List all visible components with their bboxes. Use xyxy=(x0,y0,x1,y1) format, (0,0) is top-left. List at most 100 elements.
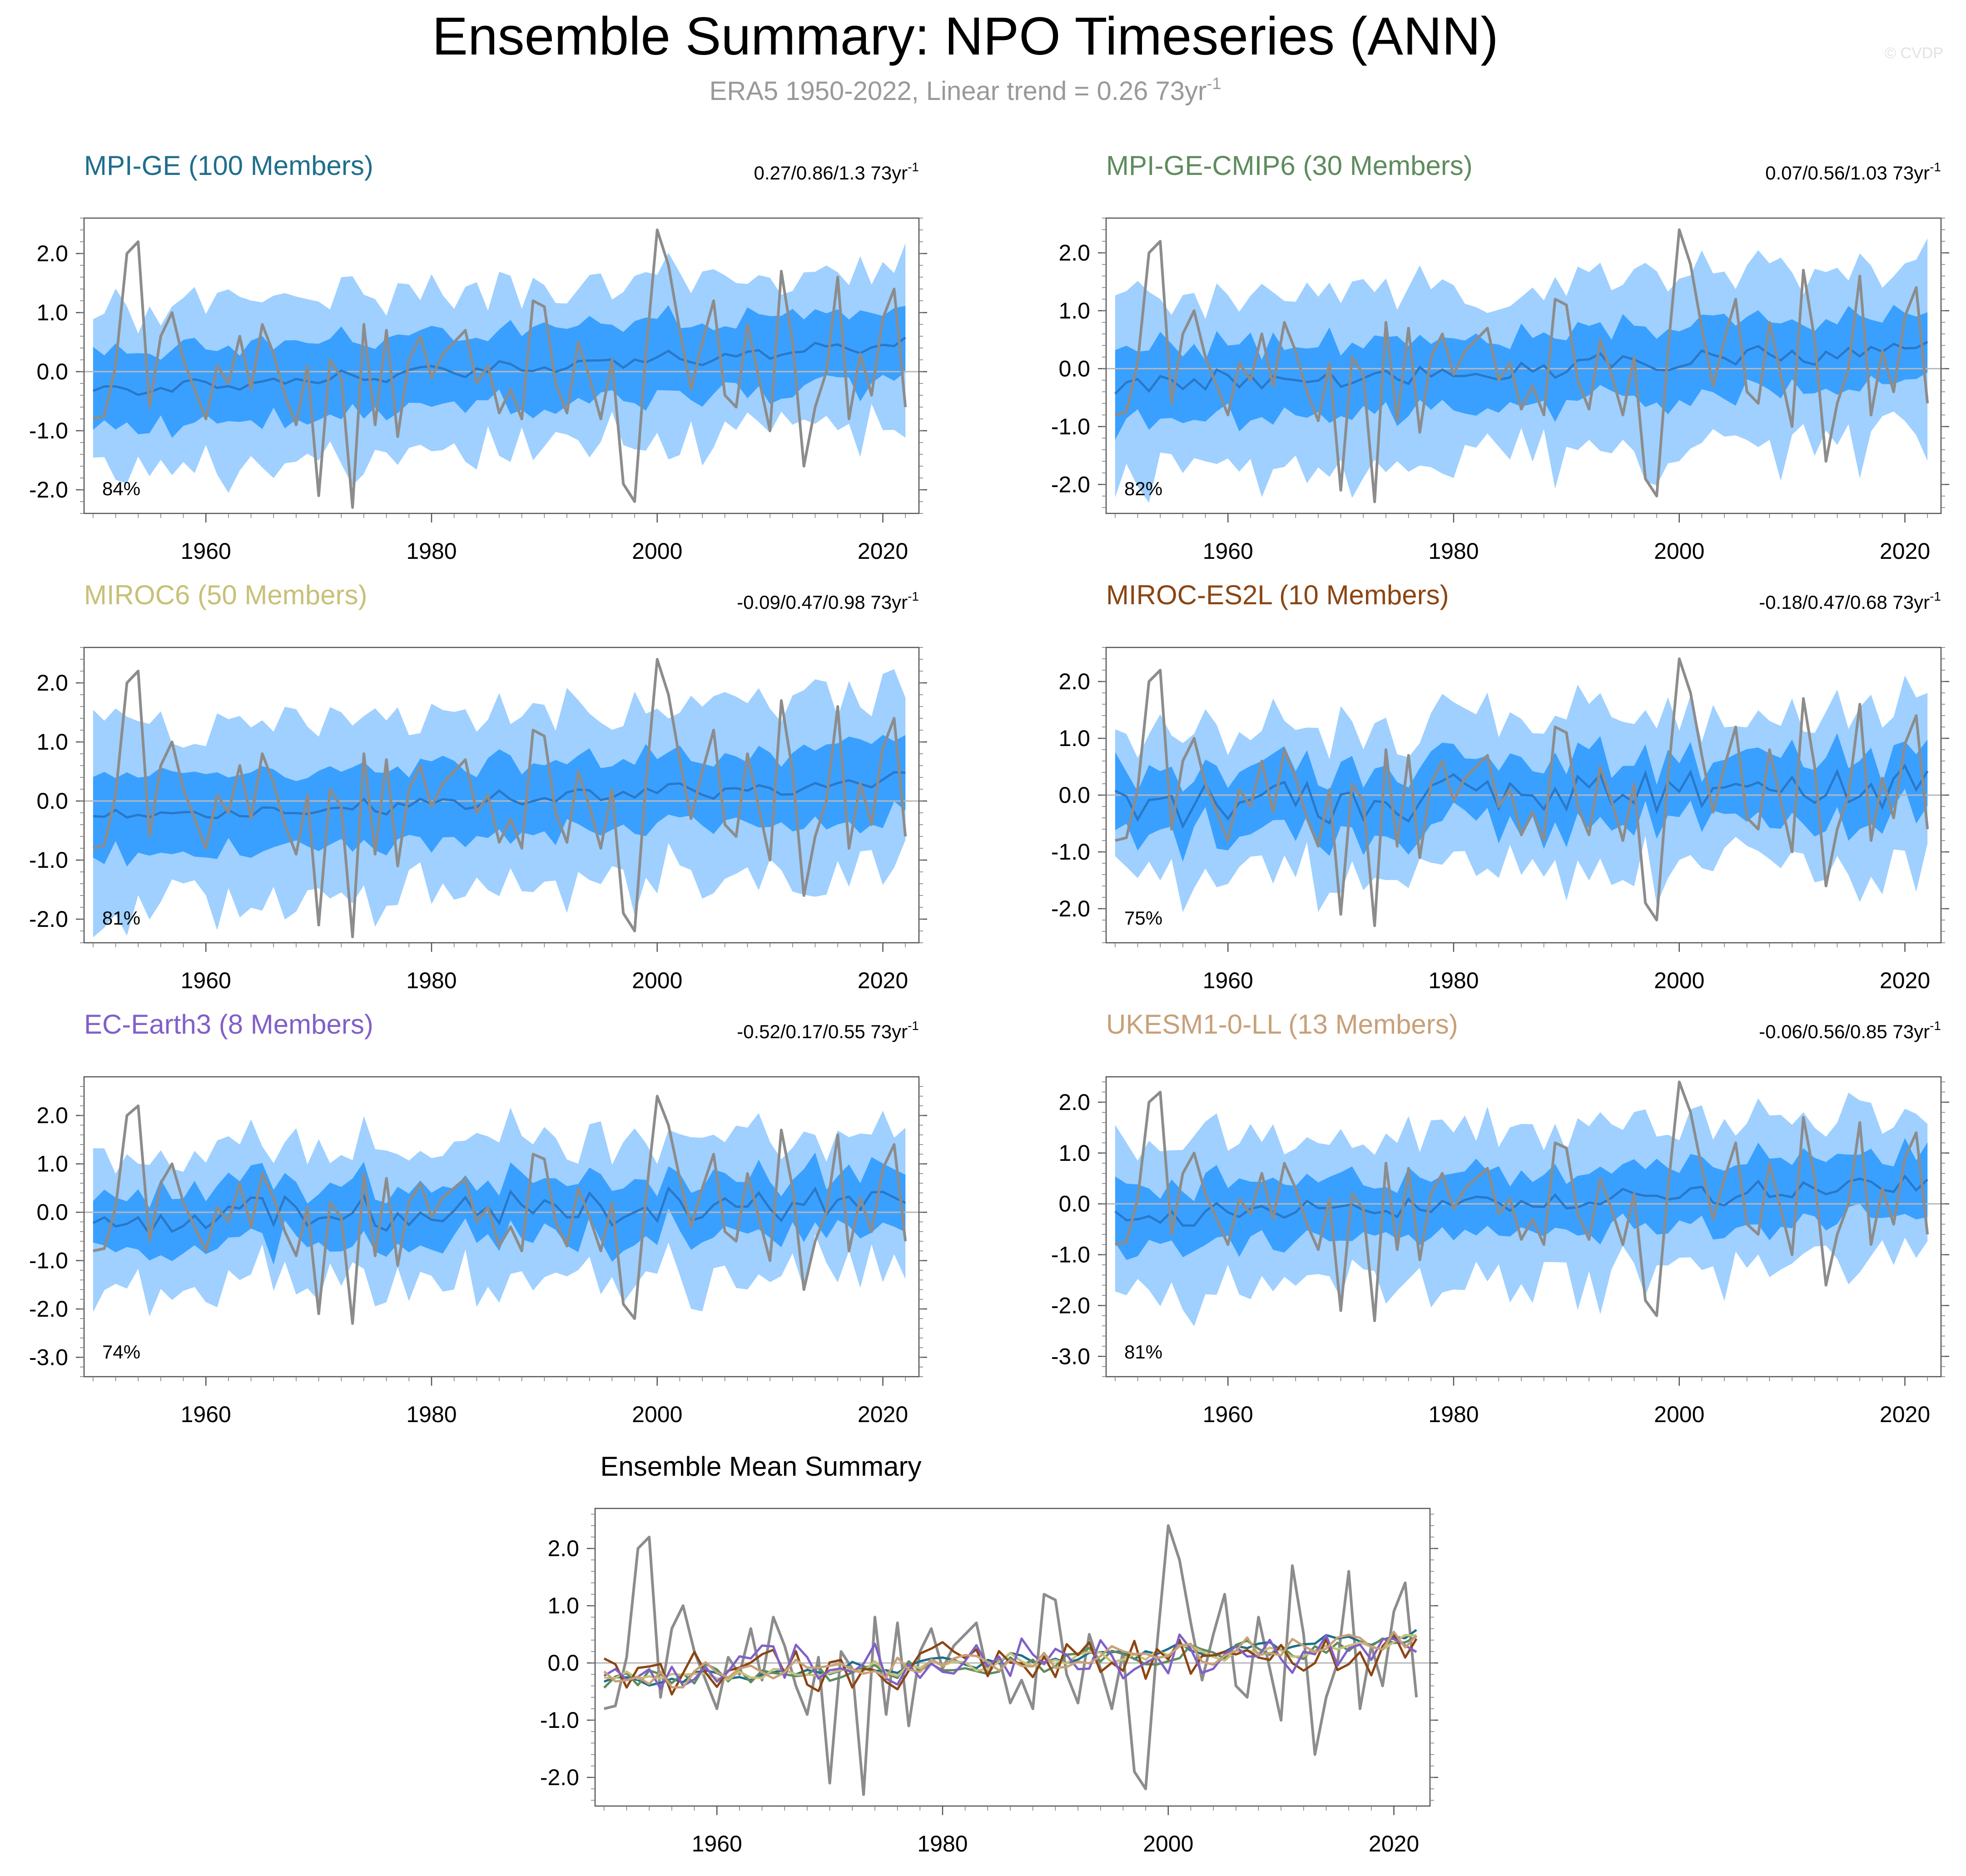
y-tick-label: 2.0 xyxy=(547,1536,579,1561)
x-tick-label: 2020 xyxy=(1880,538,1930,564)
panel-3: 2.0 1.0 0.0 -1.0 -2.0 1960 1980 2000 2020 MIROC-E… xyxy=(1051,580,1949,993)
trend-text: -0.06/0.56/0.85 73yr xyxy=(1759,1021,1930,1042)
y-tick-label: 1.0 xyxy=(36,729,68,755)
trend-superscript: -1 xyxy=(1930,160,1941,174)
y-tick-label: 0.0 xyxy=(36,788,68,814)
panel-5: 2.0 1.0 0.0 -1.0 -2.0 -3.0 1960 1980 2000 2020 UKE… xyxy=(1051,1009,1949,1427)
plot-area xyxy=(1106,228,1941,503)
figure-subtitle: ERA5 1950-2022, Linear trend = 0.26 73yr… xyxy=(710,74,1221,106)
y-tick-label: -1.0 xyxy=(1051,839,1090,865)
x-tick-label: 2000 xyxy=(1654,1402,1704,1427)
observed-era5-line xyxy=(604,1524,1418,1796)
panel-frame xyxy=(83,647,920,944)
observed-era5-line xyxy=(93,1095,907,1325)
panel-0: 2.0 1.0 0.0 -1.0 -2.0 1960 1980 2000 2020 MPI-GE … xyxy=(29,150,927,564)
y-tick-label: 2.0 xyxy=(36,241,68,266)
x-tick-label: 1980 xyxy=(1428,968,1479,993)
x-tick-label: 1980 xyxy=(917,1831,968,1856)
ensemble-mean-line xyxy=(92,336,906,396)
x-tick-label: 1980 xyxy=(1428,538,1479,564)
x-tick-label: 2020 xyxy=(1880,1402,1930,1427)
trend-superscript: -1 xyxy=(908,160,919,174)
x-tick-label: 2020 xyxy=(1369,1831,1419,1856)
y-tick-label: 2.0 xyxy=(36,1103,68,1128)
panel-trend-values: -0.18/0.47/0.68 73yr-1 xyxy=(1759,589,1941,613)
panel-percent-label: 82% xyxy=(1124,478,1162,499)
trend-text: -0.09/0.47/0.98 73yr xyxy=(737,592,908,613)
x-tick-label: 2000 xyxy=(632,538,682,564)
observed-era5-line xyxy=(1115,657,1929,927)
x-tick-label: 1980 xyxy=(406,538,457,564)
y-tick-label: 2.0 xyxy=(36,670,68,696)
x-tick-label: 1980 xyxy=(406,1402,457,1427)
plot-area xyxy=(84,229,919,509)
inner-spread-band xyxy=(1115,1138,1928,1260)
panel-1: 2.0 1.0 0.0 -1.0 -2.0 1960 1980 2000 2020 MPI-GE-… xyxy=(1051,150,1949,564)
panel-grid: 2.0 1.0 0.0 -1.0 -2.0 1960 1980 2000 2020 MPI-GE … xyxy=(29,150,1949,1427)
panel-title: MPI-GE-CMIP6 (30 Members) xyxy=(1106,150,1473,181)
x-tick-label: 2000 xyxy=(632,1402,682,1427)
y-tick-label: -2.0 xyxy=(1051,1293,1090,1318)
x-tick-label: 2000 xyxy=(1654,538,1704,564)
panel-4: 2.0 1.0 0.0 -1.0 -2.0 -3.0 1960 1980 2000 2020 EC-… xyxy=(29,1009,927,1427)
panel-trend-values: 0.27/0.86/1.3 73yr-1 xyxy=(754,160,919,184)
y-tick-label: 0.0 xyxy=(547,1650,579,1676)
panel-trend-values: -0.09/0.47/0.98 73yr-1 xyxy=(737,589,919,613)
ensemble-mean-line-6 xyxy=(603,1631,1418,1689)
x-tick-label: 2020 xyxy=(858,538,908,564)
y-tick-label: -1.0 xyxy=(540,1707,579,1733)
y-tick-label: 2.0 xyxy=(1058,1090,1090,1115)
panel-percent-label: 74% xyxy=(102,1341,140,1363)
panel-percent-label: 84% xyxy=(102,478,140,499)
panel-trend-values: -0.06/0.56/0.85 73yr-1 xyxy=(1759,1019,1941,1042)
panel-frame xyxy=(83,217,920,514)
y-tick-label: -1.0 xyxy=(29,418,68,443)
x-tick-label: 2000 xyxy=(1654,968,1704,993)
observed-era5-line xyxy=(1115,228,1929,503)
y-tick-label: -2.0 xyxy=(29,477,68,503)
x-tick-label: 1960 xyxy=(181,1402,231,1427)
x-tick-label: 1960 xyxy=(1203,538,1253,564)
panel-percent-label: 75% xyxy=(1124,907,1162,929)
panel-frame xyxy=(594,1508,1431,1807)
y-tick-label: -1.0 xyxy=(29,847,68,873)
panel-title: UKESM1-0-LL (13 Members) xyxy=(1106,1009,1458,1040)
y-tick-label: 1.0 xyxy=(36,1151,68,1177)
ensemble-mean-line-3 xyxy=(604,1634,1417,1681)
y-tick-label: -1.0 xyxy=(29,1248,68,1274)
summary-title: Ensemble Mean Summary xyxy=(601,1451,922,1482)
panel-frame xyxy=(1105,1076,1942,1378)
x-tick-label: 1980 xyxy=(406,968,457,993)
y-tick-label: -3.0 xyxy=(29,1344,68,1370)
ensemble-mean-line xyxy=(1114,1174,1928,1227)
trend-superscript: -1 xyxy=(908,1019,919,1033)
y-tick-label: 1.0 xyxy=(1058,1140,1090,1166)
y-tick-label: -2.0 xyxy=(1051,896,1090,921)
observed-era5-line xyxy=(93,229,907,509)
panel-title: MIROC6 (50 Members) xyxy=(84,580,367,610)
y-tick-label: 0.0 xyxy=(1058,782,1090,808)
panel-summary: 2.0 1.0 0.0 -1.0 -2.0 1960 1980 2000 2020 Ensembl… xyxy=(540,1451,1438,1856)
y-tick-label: -2.0 xyxy=(29,906,68,932)
trend-text: -0.18/0.47/0.68 73yr xyxy=(1759,592,1930,613)
x-tick-label: 1960 xyxy=(1203,1402,1253,1427)
ensemble-mean-line-5 xyxy=(603,1633,1417,1690)
x-tick-label: 2020 xyxy=(1880,968,1930,993)
y-tick-label: 0.0 xyxy=(1058,1191,1090,1217)
y-tick-label: -2.0 xyxy=(29,1296,68,1322)
y-tick-label: -2.0 xyxy=(540,1765,579,1790)
x-tick-label: 1960 xyxy=(181,968,231,993)
panel-title: MPI-GE (100 Members) xyxy=(84,150,373,181)
panel-percent-label: 81% xyxy=(102,907,140,929)
plot-area xyxy=(1106,657,1941,927)
panel-2: 2.0 1.0 0.0 -1.0 -2.0 1960 1980 2000 2020 MIROC6 … xyxy=(29,580,927,993)
y-tick-label: 0.0 xyxy=(36,359,68,384)
panel-title: EC-Earth3 (8 Members) xyxy=(84,1009,373,1040)
y-tick-label: -3.0 xyxy=(1051,1344,1090,1369)
panel-trend-values: 0.07/0.56/1.03 73yr-1 xyxy=(1765,160,1941,184)
panel-percent-label: 81% xyxy=(1124,1341,1162,1363)
figure-subtitle-sup: -1 xyxy=(1206,74,1221,93)
x-tick-label: 1980 xyxy=(1428,1402,1479,1427)
x-tick-label: 1960 xyxy=(692,1831,742,1856)
